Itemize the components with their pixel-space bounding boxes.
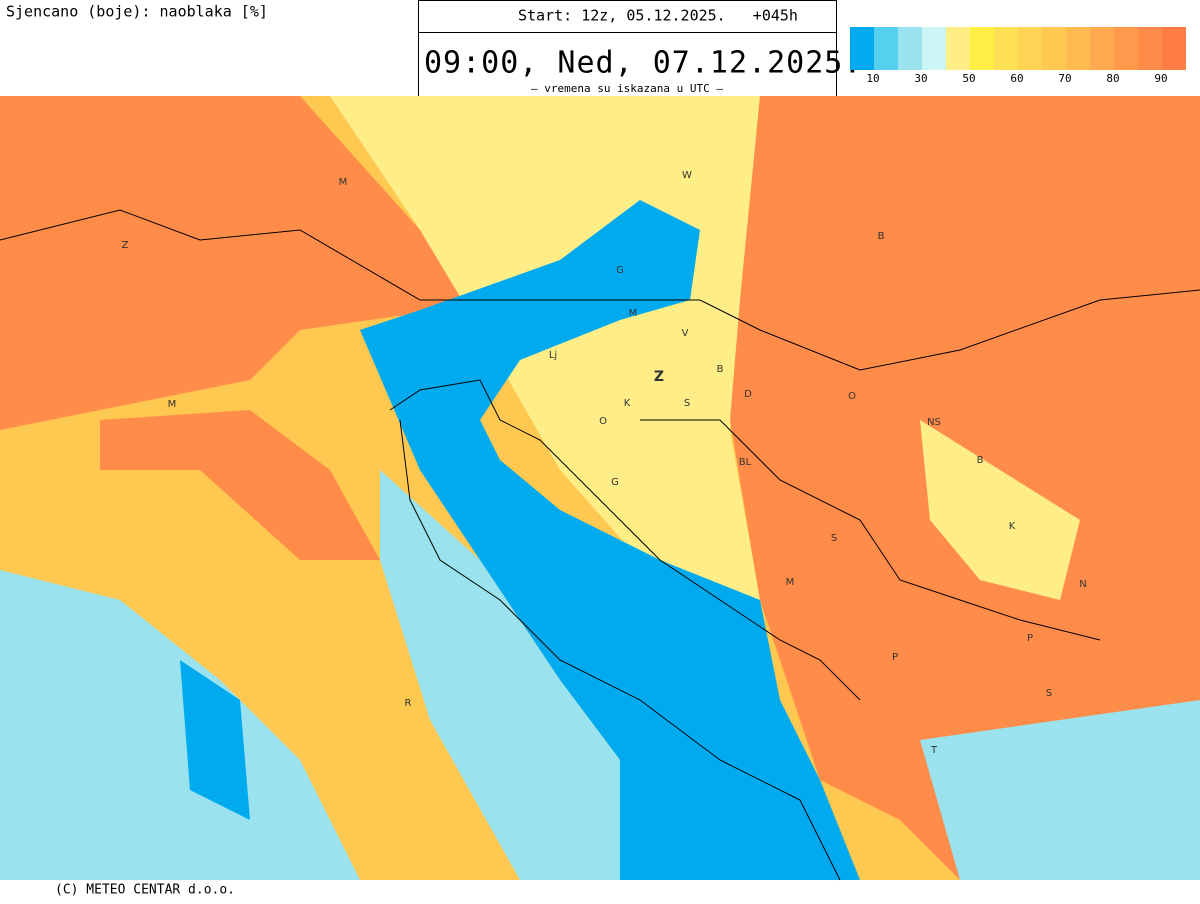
place-label: R xyxy=(405,698,412,709)
place-label: D xyxy=(744,389,752,400)
place-label: B xyxy=(717,364,724,375)
cloud-area xyxy=(0,96,560,430)
legend-label: 30 xyxy=(914,72,927,85)
legend-label: 50 xyxy=(962,72,975,85)
legend-label: 70 xyxy=(1058,72,1071,85)
place-label: Z xyxy=(122,240,129,251)
place-label: M xyxy=(629,308,638,319)
clear-area xyxy=(0,570,360,880)
place-label: NS xyxy=(927,417,941,428)
legend-swatch xyxy=(994,27,1018,70)
place-label: M xyxy=(168,399,177,410)
place-label: S xyxy=(1046,688,1052,699)
legend-swatch xyxy=(874,27,898,70)
place-label: BL xyxy=(739,457,752,468)
legend-swatch xyxy=(1042,27,1066,70)
place-label: G xyxy=(616,265,624,276)
clear-area xyxy=(180,660,250,820)
place-label: O xyxy=(599,416,607,427)
legend-swatch xyxy=(970,27,994,70)
cloud-area xyxy=(100,410,380,560)
legend-swatch xyxy=(922,27,946,70)
legend-label: 90 xyxy=(1154,72,1167,85)
place-label: Z xyxy=(654,369,664,385)
map-title: Sjencano (boje): naoblaka [%] xyxy=(6,3,268,21)
legend-swatch xyxy=(898,27,922,70)
place-label: P xyxy=(892,652,898,663)
place-label: M xyxy=(339,177,348,188)
place-label: S xyxy=(831,533,837,544)
legend: 10 30 50 60 70 80 90 xyxy=(850,27,1186,85)
legend-swatch xyxy=(1114,27,1138,70)
border xyxy=(640,419,1101,641)
place-label: V xyxy=(682,328,689,339)
legend-label: 10 xyxy=(866,72,879,85)
place-label: W xyxy=(682,170,692,181)
legend-swatch xyxy=(946,27,970,70)
place-label: K xyxy=(624,398,631,409)
map: M Z M W G B M V Lj Z B K S D O O NS BL G B K S M N P P S R T xyxy=(0,96,1200,881)
clear-area xyxy=(380,470,620,880)
place-label: P xyxy=(1027,633,1033,644)
legend-swatch xyxy=(1138,27,1162,70)
coastline xyxy=(389,379,861,701)
clear-area xyxy=(360,200,860,880)
run-start: Start: 12z, 05.12.2025. +045h xyxy=(518,7,798,25)
legend-swatch xyxy=(850,27,874,70)
place-label: B xyxy=(878,231,885,242)
copyright: (C) METEO CENTAR d.o.o. xyxy=(55,883,235,898)
place-label: Lj xyxy=(549,350,557,361)
place-label: T xyxy=(930,745,938,756)
utc-note: – vremena su iskazana u UTC – xyxy=(531,82,723,95)
legend-swatch xyxy=(1090,27,1114,70)
legend-swatch xyxy=(1018,27,1042,70)
place-label: K xyxy=(1009,521,1016,532)
legend-label: 60 xyxy=(1010,72,1023,85)
border xyxy=(0,209,1200,371)
place-label: B xyxy=(977,455,984,466)
valid-time: 09:00, Ned, 07.12.2025. xyxy=(424,46,862,81)
place-label: N xyxy=(1079,579,1086,590)
coastline xyxy=(399,419,841,881)
place-label: G xyxy=(611,477,619,488)
place-label: O xyxy=(848,391,856,402)
clear-area xyxy=(920,700,1200,880)
legend-label: 80 xyxy=(1106,72,1119,85)
place-label: S xyxy=(684,398,690,409)
place-label: M xyxy=(786,577,795,588)
legend-swatch xyxy=(1066,27,1090,70)
cloud-area xyxy=(920,420,1080,600)
legend-swatch xyxy=(1162,27,1186,70)
